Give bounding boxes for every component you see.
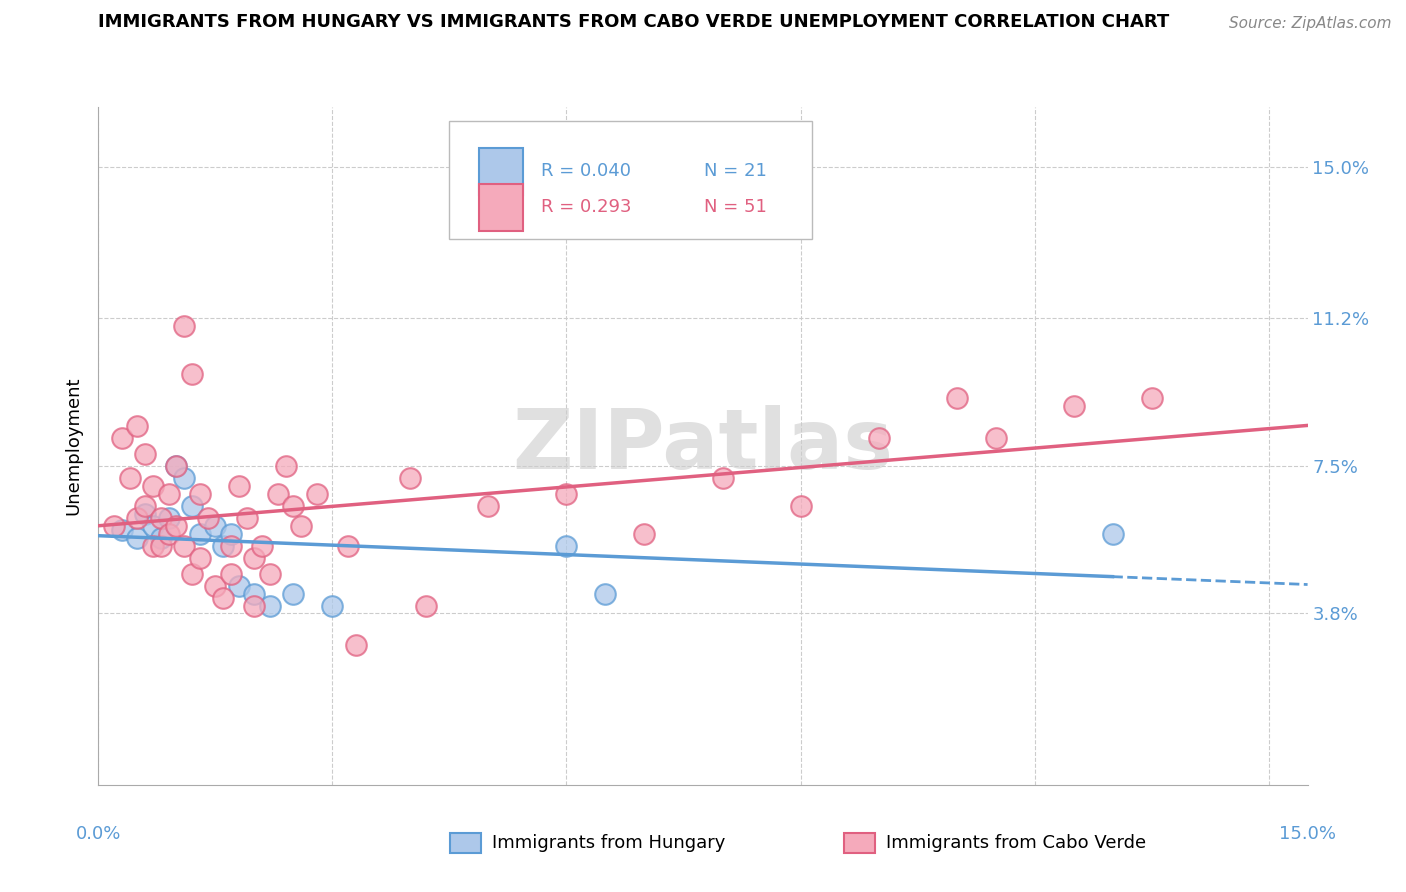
Point (984, 431, 1007, 445)
Point (188, 550, 211, 565)
Point (252, 539, 274, 553)
Point (188, 526, 211, 541)
Point (321, 599, 343, 613)
Point (243, 586, 266, 600)
Point (219, 566, 242, 581)
Point (789, 499, 811, 513)
FancyBboxPatch shape (479, 148, 523, 195)
Point (633, 526, 655, 541)
Point (283, 499, 305, 513)
Text: R = 0.040: R = 0.040 (541, 162, 631, 180)
Point (868, 431, 890, 445)
Point (165, 518, 187, 533)
Point (111, 431, 134, 445)
Point (344, 639, 367, 653)
Text: N = 21: N = 21 (704, 162, 768, 180)
Point (127, 510, 149, 524)
Point (118, 471, 141, 485)
Text: ZIPatlas: ZIPatlas (513, 406, 893, 486)
Point (1140, 391, 1163, 405)
Point (219, 526, 242, 541)
Point (204, 518, 226, 533)
Point (157, 510, 180, 524)
Point (595, 586, 617, 600)
Point (103, 518, 125, 533)
Point (165, 458, 187, 473)
Text: R = 0.293: R = 0.293 (541, 198, 631, 217)
Point (305, 487, 328, 501)
Point (228, 479, 250, 493)
Point (127, 531, 149, 545)
Point (149, 539, 172, 553)
Point (274, 458, 297, 473)
Point (149, 510, 172, 524)
Point (555, 487, 578, 501)
Point (173, 539, 195, 553)
Point (243, 599, 266, 613)
Point (415, 599, 437, 613)
Point (173, 471, 195, 485)
Text: Immigrants from Cabo Verde: Immigrants from Cabo Verde (886, 834, 1146, 852)
Point (134, 499, 156, 513)
Point (945, 391, 967, 405)
Point (134, 507, 156, 521)
Text: IMMIGRANTS FROM HUNGARY VS IMMIGRANTS FROM CABO VERDE UNEMPLOYMENT CORRELATION C: IMMIGRANTS FROM HUNGARY VS IMMIGRANTS FR… (98, 13, 1170, 31)
Y-axis label: Unemployment: Unemployment (65, 376, 83, 516)
Point (142, 539, 165, 553)
Point (173, 319, 195, 334)
Text: 15.0%: 15.0% (1279, 825, 1336, 843)
Point (711, 471, 734, 485)
Point (157, 487, 180, 501)
Point (235, 510, 257, 524)
Text: Immigrants from Hungary: Immigrants from Hungary (492, 834, 725, 852)
Point (290, 518, 312, 533)
Point (181, 368, 204, 382)
Point (243, 550, 266, 565)
Point (212, 539, 235, 553)
Point (181, 566, 204, 581)
Point (555, 539, 578, 553)
Point (337, 539, 360, 553)
Point (1101, 526, 1123, 541)
Point (111, 523, 134, 537)
Point (477, 499, 499, 513)
Point (259, 566, 281, 581)
Point (181, 499, 204, 513)
Point (127, 419, 149, 434)
Point (142, 479, 165, 493)
Text: 0.0%: 0.0% (76, 825, 121, 843)
Point (267, 487, 290, 501)
Point (204, 578, 226, 592)
Point (149, 531, 172, 545)
Text: N = 51: N = 51 (704, 198, 768, 217)
Point (142, 518, 165, 533)
Point (1063, 399, 1085, 413)
Point (219, 539, 242, 553)
Point (188, 487, 211, 501)
Text: Source: ZipAtlas.com: Source: ZipAtlas.com (1229, 16, 1392, 31)
Point (165, 458, 187, 473)
Point (228, 578, 250, 592)
FancyBboxPatch shape (479, 184, 523, 231)
Point (197, 510, 219, 524)
Point (259, 599, 281, 613)
Point (212, 591, 235, 605)
Point (283, 586, 305, 600)
Point (157, 526, 180, 541)
Point (134, 447, 156, 461)
FancyBboxPatch shape (449, 120, 811, 239)
Point (399, 471, 422, 485)
